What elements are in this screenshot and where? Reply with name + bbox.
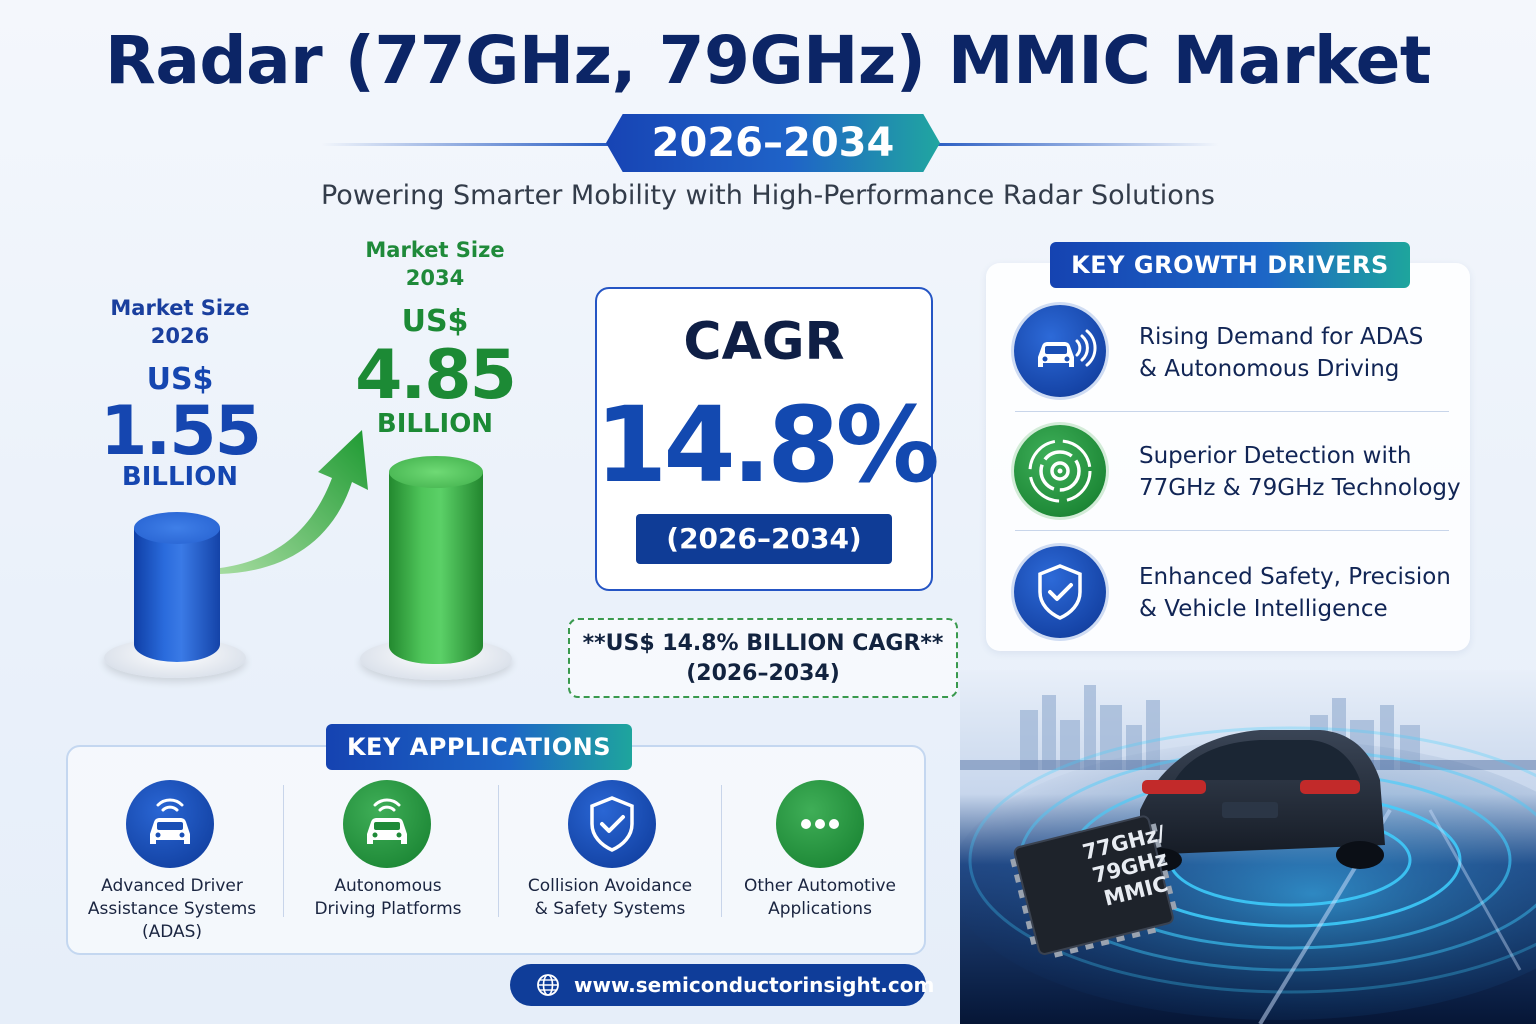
title-divider-left <box>322 143 622 146</box>
shield-check-icon <box>1014 546 1106 638</box>
more-dots-icon <box>776 780 864 868</box>
app-1-line1: Advanced Driver <box>101 876 243 896</box>
driver-3-text: Enhanced Safety, Precision & Vehicle Int… <box>1139 561 1451 625</box>
app-divider <box>498 785 499 917</box>
applications-card <box>66 745 926 955</box>
app-4-label: Other Automotive Applications <box>730 875 910 921</box>
market-size-2026-label: Market Size 2026 <box>100 294 260 350</box>
market-size-2034-value: 4.85 <box>355 336 517 415</box>
market-size-2026-currency: US$ <box>146 362 214 397</box>
app-2-label: Autonomous Driving Platforms <box>298 875 478 921</box>
title-divider-right <box>918 143 1218 146</box>
cylinder-2034 <box>389 472 483 664</box>
driver-2-line2: 77GHz & 79GHz Technology <box>1139 475 1461 501</box>
shield-check-icon <box>568 780 656 868</box>
growth-drivers-badge: KEY GROWTH DRIVERS <box>1050 242 1410 288</box>
cylinder-2026 <box>134 528 220 662</box>
app-1-line3: (ADAS) <box>141 922 203 942</box>
app-2-line2: Driving Platforms <box>314 899 462 919</box>
app-3-line1: Collision Avoidance <box>527 876 693 896</box>
radar-car-illustration <box>960 670 1536 1024</box>
market-size-2026-unit: BILLION <box>121 462 239 492</box>
cagr-value: 14.8% <box>595 384 940 506</box>
driver-divider <box>1015 411 1449 412</box>
website-url[interactable]: www.semiconductorinsight.com <box>574 973 935 997</box>
driver-1-line1: Rising Demand for ADAS <box>1139 324 1424 350</box>
driver-1-line2: & Autonomous Driving <box>1139 356 1400 382</box>
website-link[interactable] <box>510 964 926 1006</box>
page-title: Radar (77GHz, 79GHz) MMIC Market <box>105 22 1431 99</box>
app-4-line1: Other Automotive <box>743 876 896 896</box>
driver-divider <box>1015 530 1449 531</box>
app-4-line2: Applications <box>768 899 872 919</box>
car-signal-icon <box>126 780 214 868</box>
market-size-2034-label: Market Size 2034 <box>355 236 515 292</box>
market-size-2034-currency: US$ <box>401 304 469 339</box>
applications-badge: KEY APPLICATIONS <box>326 724 632 770</box>
cagr-title: CAGR <box>683 312 845 372</box>
growth-arrow-icon <box>220 430 368 574</box>
app-3-label: Collision Avoidance & Safety Systems <box>520 875 700 921</box>
car-signal-icon <box>343 780 431 868</box>
cylinder-2034-top <box>389 456 483 488</box>
market-size-2034-label-year: 2034 <box>405 266 465 290</box>
car-radar-icon <box>1014 305 1106 397</box>
cagr-note-line1: **US$ 14.8% BILLION CAGR** <box>582 631 944 656</box>
app-1-line2: Assistance Systems <box>87 899 257 919</box>
year-range-badge: 2026–2034 <box>606 114 940 172</box>
market-size-2026-value: 1.55 <box>100 392 262 471</box>
driver-2-text: Superior Detection with 77GHz & 79GHz Te… <box>1139 440 1461 504</box>
market-size-2026-label-year: 2026 <box>150 324 210 348</box>
page-subtitle: Powering Smarter Mobility with High-Perf… <box>320 180 1216 211</box>
app-2-line1: Autonomous <box>334 876 442 896</box>
cylinder-2026-top <box>134 512 220 544</box>
cagr-note: **US$ 14.8% BILLION CAGR** (2026–2034) <box>568 618 958 698</box>
app-divider <box>721 785 722 917</box>
cagr-range: (2026–2034) <box>636 514 892 564</box>
app-1-label: Advanced Driver Assistance Systems (ADAS… <box>82 875 262 944</box>
radar-target-icon <box>1014 425 1106 517</box>
cagr-note-line2: (2026–2034) <box>686 661 840 686</box>
market-size-2034-unit: BILLION <box>376 409 494 439</box>
market-size-2026-label-line1: Market Size <box>110 296 250 320</box>
driver-2-line1: Superior Detection with <box>1139 443 1412 469</box>
driver-3-line1: Enhanced Safety, Precision <box>1139 564 1451 590</box>
driver-1-text: Rising Demand for ADAS & Autonomous Driv… <box>1139 321 1423 385</box>
app-3-line2: & Safety Systems <box>534 899 686 919</box>
driver-3-line2: & Vehicle Intelligence <box>1139 596 1388 622</box>
market-size-2034-label-line1: Market Size <box>365 238 505 262</box>
app-divider <box>283 785 284 917</box>
globe-icon <box>536 973 560 1001</box>
